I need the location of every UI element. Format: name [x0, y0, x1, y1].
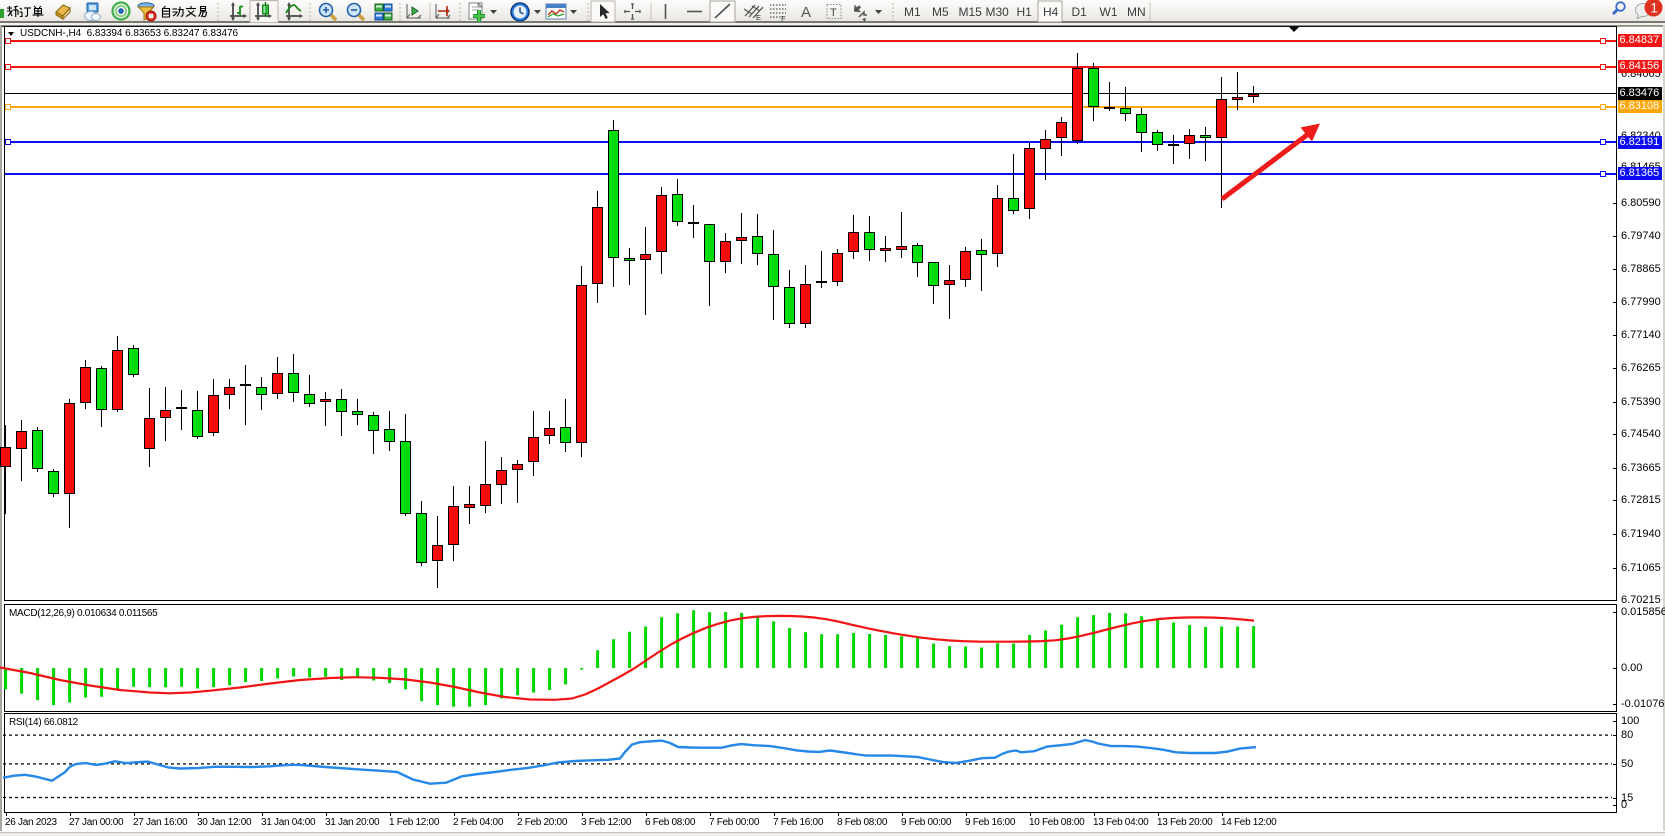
svg-text:A: A — [801, 4, 811, 21]
svg-text:E: E — [756, 13, 761, 22]
svg-text:1: 1 — [1650, 1, 1658, 16]
svg-text:H1: H1 — [1017, 5, 1033, 19]
svg-text:M30: M30 — [986, 5, 1010, 19]
svg-text:H4: H4 — [1043, 5, 1059, 19]
svg-text:W1: W1 — [1100, 5, 1118, 19]
svg-text:MN: MN — [1127, 5, 1146, 19]
svg-text:T: T — [830, 7, 837, 19]
svg-text:M15: M15 — [959, 5, 983, 19]
svg-text:M1: M1 — [904, 5, 921, 19]
svg-text:M5: M5 — [932, 5, 949, 19]
svg-text:D1: D1 — [1072, 5, 1088, 19]
svg-text:F: F — [781, 14, 786, 23]
